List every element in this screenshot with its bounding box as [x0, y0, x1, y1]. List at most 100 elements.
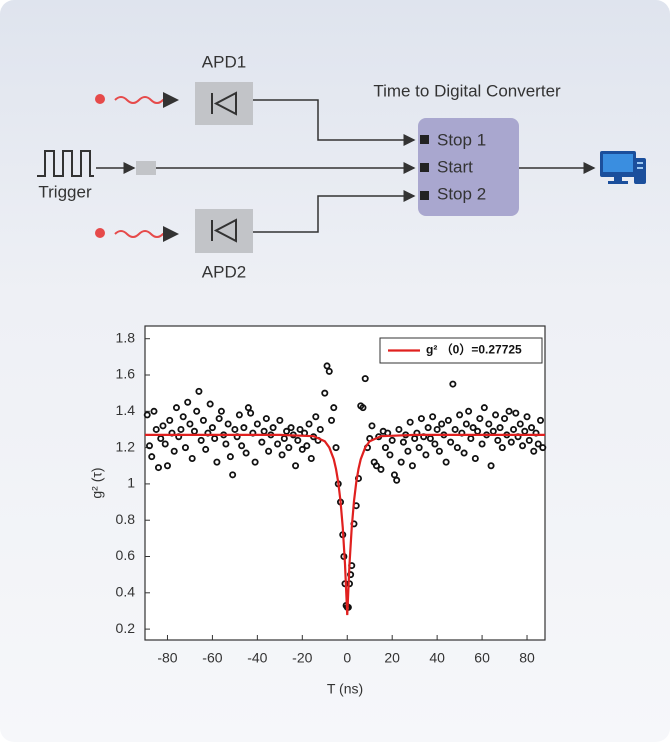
x-tick-label: 0 [343, 650, 351, 666]
point [534, 440, 542, 448]
point [285, 444, 293, 452]
point [152, 425, 160, 433]
point [449, 380, 457, 388]
photon [95, 228, 105, 238]
x-tick-label: 40 [429, 650, 445, 666]
point [213, 458, 221, 466]
apd2-label: APD2 [202, 262, 246, 281]
diagram: APD1 APD2 Trigger Time to Digital Conver… [37, 52, 646, 281]
point [244, 404, 252, 412]
point [424, 424, 432, 432]
x-tick-label: -60 [202, 650, 222, 666]
point [485, 420, 493, 428]
point [154, 464, 162, 472]
diode [211, 218, 237, 243]
point [476, 415, 484, 423]
point [292, 462, 300, 470]
point [505, 407, 513, 415]
plot-area [144, 325, 546, 641]
point [161, 440, 169, 448]
point [197, 436, 205, 444]
point [172, 404, 180, 412]
point [417, 415, 425, 423]
point [224, 420, 232, 428]
x-tick-label: 80 [519, 650, 535, 666]
point [377, 465, 385, 473]
point [258, 438, 266, 446]
port-label: Stop 1 [437, 130, 486, 149]
point [510, 425, 518, 433]
y-tick-label: 0.2 [116, 620, 136, 636]
point [388, 436, 396, 444]
wire [253, 190, 416, 233]
point [274, 440, 282, 448]
point [460, 449, 468, 457]
point [438, 420, 446, 428]
point [361, 375, 369, 383]
point [435, 447, 443, 455]
point [283, 427, 291, 435]
point [296, 425, 304, 433]
point [159, 422, 167, 430]
tdc-box [418, 118, 519, 216]
point [307, 454, 315, 462]
point [323, 362, 331, 370]
point [188, 454, 196, 462]
point [276, 416, 284, 424]
x-tick-label: -80 [157, 650, 177, 666]
point [298, 445, 306, 453]
point [390, 471, 398, 479]
photon-wave [114, 226, 179, 242]
point [422, 451, 430, 459]
legend-label: g² （0）=0.27725 [426, 342, 522, 357]
point [456, 411, 464, 419]
point [294, 436, 302, 444]
apd-box [195, 82, 253, 125]
x-axis-label: T (ns) [327, 681, 363, 697]
delay-box [136, 161, 156, 175]
point [433, 425, 441, 433]
x-tick-label: -20 [292, 650, 312, 666]
y-tick-label: 0.6 [116, 547, 136, 563]
point [330, 404, 338, 412]
y-tick-label: 1.6 [116, 366, 136, 382]
point [431, 440, 439, 448]
point [226, 453, 234, 461]
chart: T (ns) g² (τ) -80 -60 -40 -20 0 20 40 60 80 0.2 0.… [89, 325, 547, 697]
point [184, 398, 192, 406]
point [206, 400, 214, 408]
point [305, 420, 313, 428]
point [442, 458, 450, 466]
point [163, 462, 171, 470]
point [199, 416, 207, 424]
point [494, 436, 502, 444]
apd-box [195, 209, 253, 253]
point [395, 425, 403, 433]
point [480, 404, 488, 412]
point [231, 425, 239, 433]
point [193, 407, 201, 415]
point [496, 424, 504, 432]
trigger-wave [37, 150, 94, 177]
point [179, 413, 187, 421]
point [539, 444, 547, 452]
point [429, 413, 437, 421]
point [528, 424, 536, 432]
point [516, 420, 524, 428]
point [312, 413, 320, 421]
point [444, 416, 452, 424]
point [519, 442, 527, 450]
point [530, 447, 538, 455]
point [321, 389, 329, 397]
y-tick-label: 1.2 [116, 438, 136, 454]
point [287, 424, 295, 432]
port-label: Start [437, 157, 473, 176]
point [177, 425, 185, 433]
point [406, 418, 414, 426]
point [195, 387, 203, 395]
point [469, 424, 477, 432]
point [238, 442, 246, 450]
point [359, 404, 367, 412]
point [186, 420, 194, 428]
